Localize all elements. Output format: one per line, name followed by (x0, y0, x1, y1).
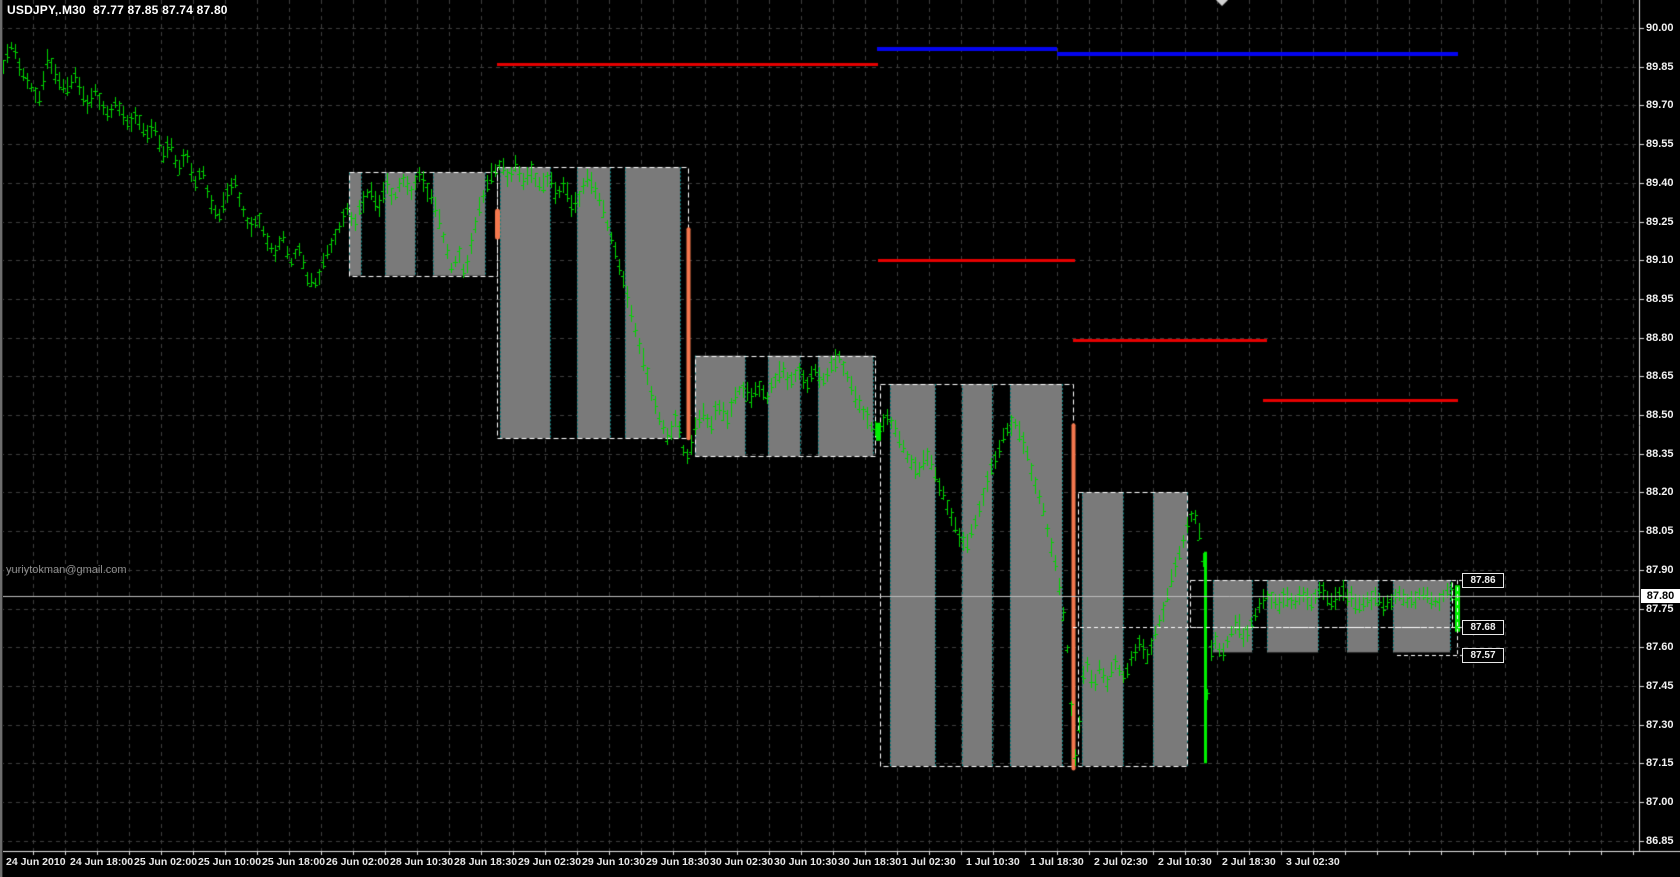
time-tick-label: 29 Jun 10:30 (582, 856, 646, 868)
time-tick-label: 24 Jun 18:00 (70, 856, 134, 868)
price-tick-label: 87.30 (1646, 719, 1674, 731)
time-tick-label: 26 Jun 02:00 (326, 856, 390, 868)
time-tick-label: 28 Jun 18:30 (454, 856, 518, 868)
price-tick-label: 88.95 (1646, 293, 1674, 305)
time-tick-label: 28 Jun 10:30 (390, 856, 454, 868)
time-tick-label: 30 Jun 10:30 (774, 856, 838, 868)
time-tick-label: 25 Jun 10:00 (198, 856, 262, 868)
time-tick-label: 2 Jul 02:30 (1094, 856, 1148, 868)
time-tick-label: 1 Jul 18:30 (1030, 856, 1084, 868)
chart-title-ohlc: USDJPY,.M30 87.77 87.85 87.74 87.80 (7, 3, 228, 17)
time-tick-label: 25 Jun 02:00 (134, 856, 198, 868)
price-tick-label: 87.00 (1646, 796, 1674, 808)
watermark-email: yuriytokman@gmail.com (6, 564, 127, 576)
time-tick-label: 29 Jun 02:30 (518, 856, 582, 868)
price-tick-label: 87.75 (1646, 603, 1674, 615)
price-tick-label: 87.45 (1646, 680, 1674, 692)
window-left-border (0, 0, 3, 877)
price-tick-label: 88.50 (1646, 409, 1674, 421)
price-tick-label: 90.00 (1646, 22, 1674, 34)
time-tick-label: 2 Jul 10:30 (1158, 856, 1212, 868)
price-tick-label: 87.90 (1646, 564, 1674, 576)
price-tick-label: 89.70 (1646, 99, 1674, 111)
time-tick-label: 30 Jun 02:30 (710, 856, 774, 868)
price-level-label-high[interactable]: 87.86 (1462, 573, 1504, 588)
time-tick-label: 29 Jun 18:30 (646, 856, 710, 868)
price-tick-label: 87.60 (1646, 641, 1674, 653)
price-tick-label: 88.05 (1646, 525, 1674, 537)
price-tick-label: 89.10 (1646, 254, 1674, 266)
price-tick-label: 88.20 (1646, 486, 1674, 498)
time-tick-label: 1 Jul 10:30 (966, 856, 1020, 868)
price-tick-label: 89.55 (1646, 138, 1674, 150)
price-tick-label: 88.65 (1646, 370, 1674, 382)
time-tick-label: 1 Jul 02:30 (902, 856, 956, 868)
price-level-label-mid[interactable]: 87.68 (1462, 620, 1504, 635)
price-tick-label: 88.35 (1646, 448, 1674, 460)
price-tick-label: 89.85 (1646, 61, 1674, 73)
price-tick-label: 88.80 (1646, 332, 1674, 344)
time-tick-label: 3 Jul 02:30 (1286, 856, 1340, 868)
price-tick-label: 86.85 (1646, 835, 1674, 847)
time-tick-label: 25 Jun 18:00 (262, 856, 326, 868)
price-level-label-low[interactable]: 87.57 (1462, 648, 1504, 663)
current-price-axis-label: 87.80 (1641, 589, 1680, 603)
price-tick-label: 89.40 (1646, 177, 1674, 189)
price-tick-label: 89.25 (1646, 216, 1674, 228)
time-tick-label: 24 Jun 2010 (6, 856, 66, 868)
time-tick-label: 30 Jun 18:30 (838, 856, 902, 868)
price-tick-label: 87.15 (1646, 757, 1674, 769)
time-tick-label: 2 Jul 18:30 (1222, 856, 1276, 868)
